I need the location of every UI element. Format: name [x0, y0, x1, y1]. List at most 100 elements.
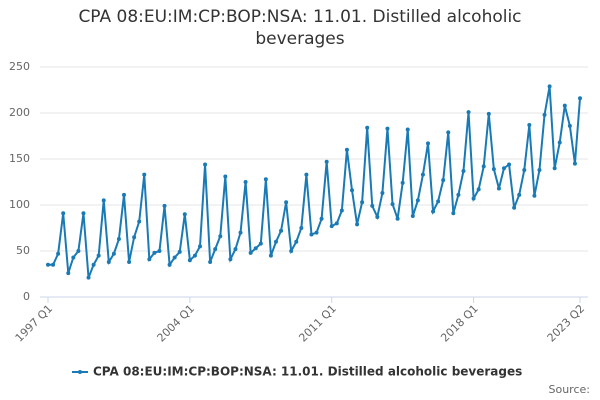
data-point — [486, 111, 491, 116]
data-point — [502, 166, 506, 171]
data-point — [122, 192, 126, 197]
data-point — [436, 199, 441, 204]
data-point — [172, 255, 177, 260]
data-point — [552, 166, 557, 171]
data-point — [329, 224, 334, 229]
data-point — [324, 159, 329, 164]
data-point — [177, 249, 182, 254]
data-point — [415, 198, 420, 203]
data-point — [334, 221, 339, 226]
data-point — [309, 232, 314, 237]
y-tick-label: 0 — [23, 290, 30, 303]
data-point — [512, 205, 517, 210]
data-point — [167, 262, 172, 267]
data-point — [481, 164, 486, 169]
data-point — [289, 249, 294, 253]
data-point — [61, 211, 66, 216]
data-point — [142, 172, 147, 177]
data-point — [426, 141, 430, 146]
data-point — [243, 180, 248, 184]
data-point — [71, 255, 76, 260]
data-point — [218, 234, 223, 239]
x-tick-label: 2018 Q1 — [438, 302, 481, 345]
data-point — [279, 228, 284, 233]
data-point — [461, 168, 466, 173]
y-tick-label: 100 — [9, 198, 30, 211]
data-point — [147, 257, 152, 262]
y-tick-label: 200 — [9, 106, 30, 119]
data-point — [238, 230, 243, 235]
data-point — [446, 130, 451, 135]
data-point — [350, 188, 354, 193]
data-point — [344, 147, 349, 152]
data-point — [192, 253, 197, 258]
data-point — [466, 110, 471, 115]
data-point — [182, 212, 187, 217]
data-point — [274, 239, 278, 244]
data-point — [471, 196, 476, 201]
data-point — [223, 174, 228, 179]
source-label: Source: — [549, 383, 591, 396]
data-point — [380, 191, 385, 196]
legend-marker — [78, 370, 82, 374]
data-point — [46, 262, 50, 267]
data-point — [208, 260, 213, 265]
data-point — [355, 222, 360, 227]
x-tick-label: 2011 Q1 — [296, 302, 339, 345]
data-point — [410, 214, 415, 219]
data-point — [314, 230, 319, 235]
data-point — [319, 216, 324, 221]
data-point — [304, 172, 309, 177]
data-point — [116, 237, 121, 242]
data-point — [390, 202, 395, 207]
legend-label: CPA 08:EU:IM:CP:BOP:NSA: 11.01. Distille… — [93, 365, 522, 379]
data-point — [532, 193, 537, 198]
data-point — [451, 211, 456, 216]
data-point — [496, 186, 501, 191]
data-point — [76, 249, 81, 253]
x-tick-label: 2023 Q2 — [545, 302, 588, 345]
data-point — [299, 226, 304, 230]
data-point — [441, 178, 446, 183]
data-point — [137, 219, 142, 224]
data-point — [507, 162, 512, 167]
data-point — [547, 84, 552, 89]
data-point — [106, 260, 111, 265]
data-point — [557, 140, 562, 145]
data-point — [567, 123, 572, 128]
data-point — [86, 275, 91, 280]
data-point — [233, 247, 238, 252]
x-tick-label: 1997 Q1 — [13, 302, 56, 345]
data-point — [476, 187, 481, 192]
data-point — [537, 168, 542, 173]
data-point — [66, 271, 71, 276]
data-point — [132, 235, 137, 240]
data-point — [405, 127, 410, 132]
data-point — [203, 162, 208, 167]
data-point — [152, 250, 157, 255]
data-point — [284, 200, 289, 205]
data-point — [339, 208, 344, 213]
data-point — [253, 246, 258, 251]
y-tick-label: 150 — [9, 152, 30, 165]
data-point — [365, 125, 370, 130]
data-point — [187, 258, 192, 263]
data-point — [81, 211, 86, 216]
chart-title: CPA 08:EU:IM:CP:BOP:NSA: 11.01. Distille… — [78, 7, 522, 49]
data-point — [578, 96, 582, 101]
data-point — [268, 253, 273, 258]
data-point — [111, 251, 116, 256]
data-point — [263, 177, 268, 182]
data-point — [101, 198, 106, 203]
data-point — [375, 214, 380, 219]
data-point — [562, 103, 567, 108]
data-point — [385, 126, 390, 131]
data-point — [517, 192, 522, 197]
data-point — [162, 203, 167, 208]
data-point — [522, 168, 527, 173]
data-point — [395, 216, 400, 221]
data-point — [491, 167, 496, 172]
data-point — [51, 262, 56, 267]
